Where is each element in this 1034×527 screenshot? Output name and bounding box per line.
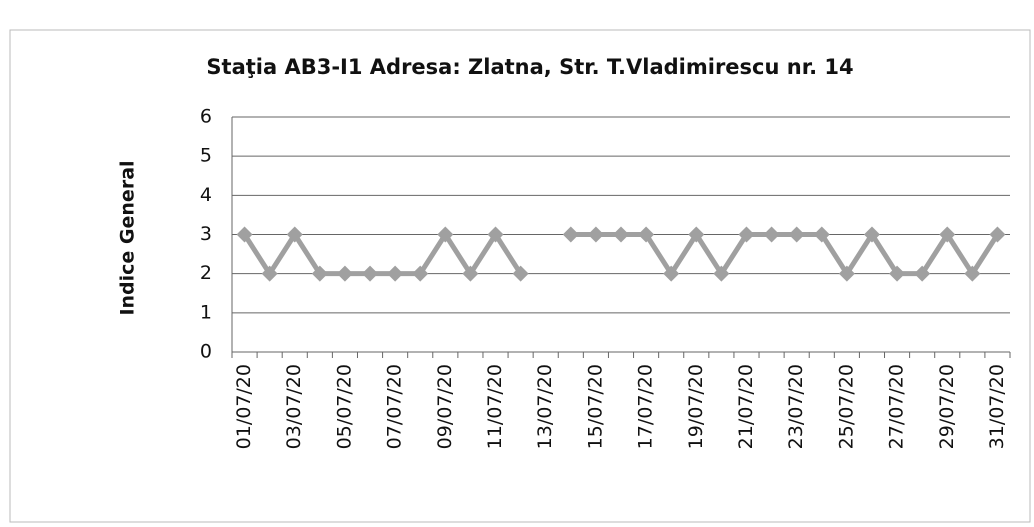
marker	[236, 226, 253, 243]
y-tick-label: 6	[200, 106, 212, 128]
marker	[487, 226, 504, 243]
marker	[362, 265, 379, 282]
marker	[663, 265, 680, 282]
marker	[286, 226, 303, 243]
x-tick-label: 25/07/20	[835, 364, 857, 449]
marker	[964, 265, 981, 282]
marker	[738, 226, 755, 243]
marker	[462, 265, 479, 282]
marker	[587, 226, 604, 243]
y-tick-label: 4	[200, 184, 212, 206]
marker	[512, 265, 529, 282]
x-tick-label: 23/07/20	[785, 364, 807, 449]
marker	[311, 265, 328, 282]
x-tick-label: 27/07/20	[886, 364, 908, 449]
marker	[437, 226, 454, 243]
x-tick-label: 01/07/20	[233, 364, 255, 449]
x-tick-label: 09/07/20	[434, 364, 456, 449]
y-axis-label: Indice General	[117, 160, 139, 315]
y-tick-label: 5	[200, 145, 212, 167]
marker	[788, 226, 805, 243]
marker	[562, 226, 579, 243]
marker	[838, 265, 855, 282]
marker	[939, 226, 956, 243]
x-tick-label: 15/07/20	[584, 364, 606, 449]
marker	[713, 265, 730, 282]
marker	[889, 265, 906, 282]
x-tick-label: 31/07/20	[986, 364, 1008, 449]
x-tick-label: 11/07/20	[484, 364, 506, 449]
marker	[336, 265, 353, 282]
marker	[261, 265, 278, 282]
y-tick-label: 2	[200, 262, 212, 284]
marker	[688, 226, 705, 243]
x-tick-label: 05/07/20	[333, 364, 355, 449]
chart-title: Staţia AB3-I1 Adresa: Zlatna, Str. T.Vla…	[206, 55, 853, 79]
marker	[813, 226, 830, 243]
marker	[638, 226, 655, 243]
x-tick-label: 19/07/20	[685, 364, 707, 449]
x-tick-label: 17/07/20	[635, 364, 657, 449]
marker	[613, 226, 629, 243]
marker	[914, 265, 931, 282]
marker	[763, 226, 780, 243]
marker	[863, 226, 880, 243]
y-tick-label: 0	[200, 341, 212, 363]
marker	[989, 226, 1006, 243]
x-tick-label: 07/07/20	[384, 364, 406, 449]
marker	[412, 265, 429, 282]
x-tick-label: 29/07/20	[936, 364, 958, 449]
x-tick-label: 03/07/20	[283, 364, 305, 449]
y-tick-label: 1	[200, 301, 212, 323]
x-tick-label: 21/07/20	[735, 364, 757, 449]
x-tick-label: 13/07/20	[534, 364, 556, 449]
y-tick-label: 3	[200, 223, 212, 245]
marker	[387, 265, 404, 282]
